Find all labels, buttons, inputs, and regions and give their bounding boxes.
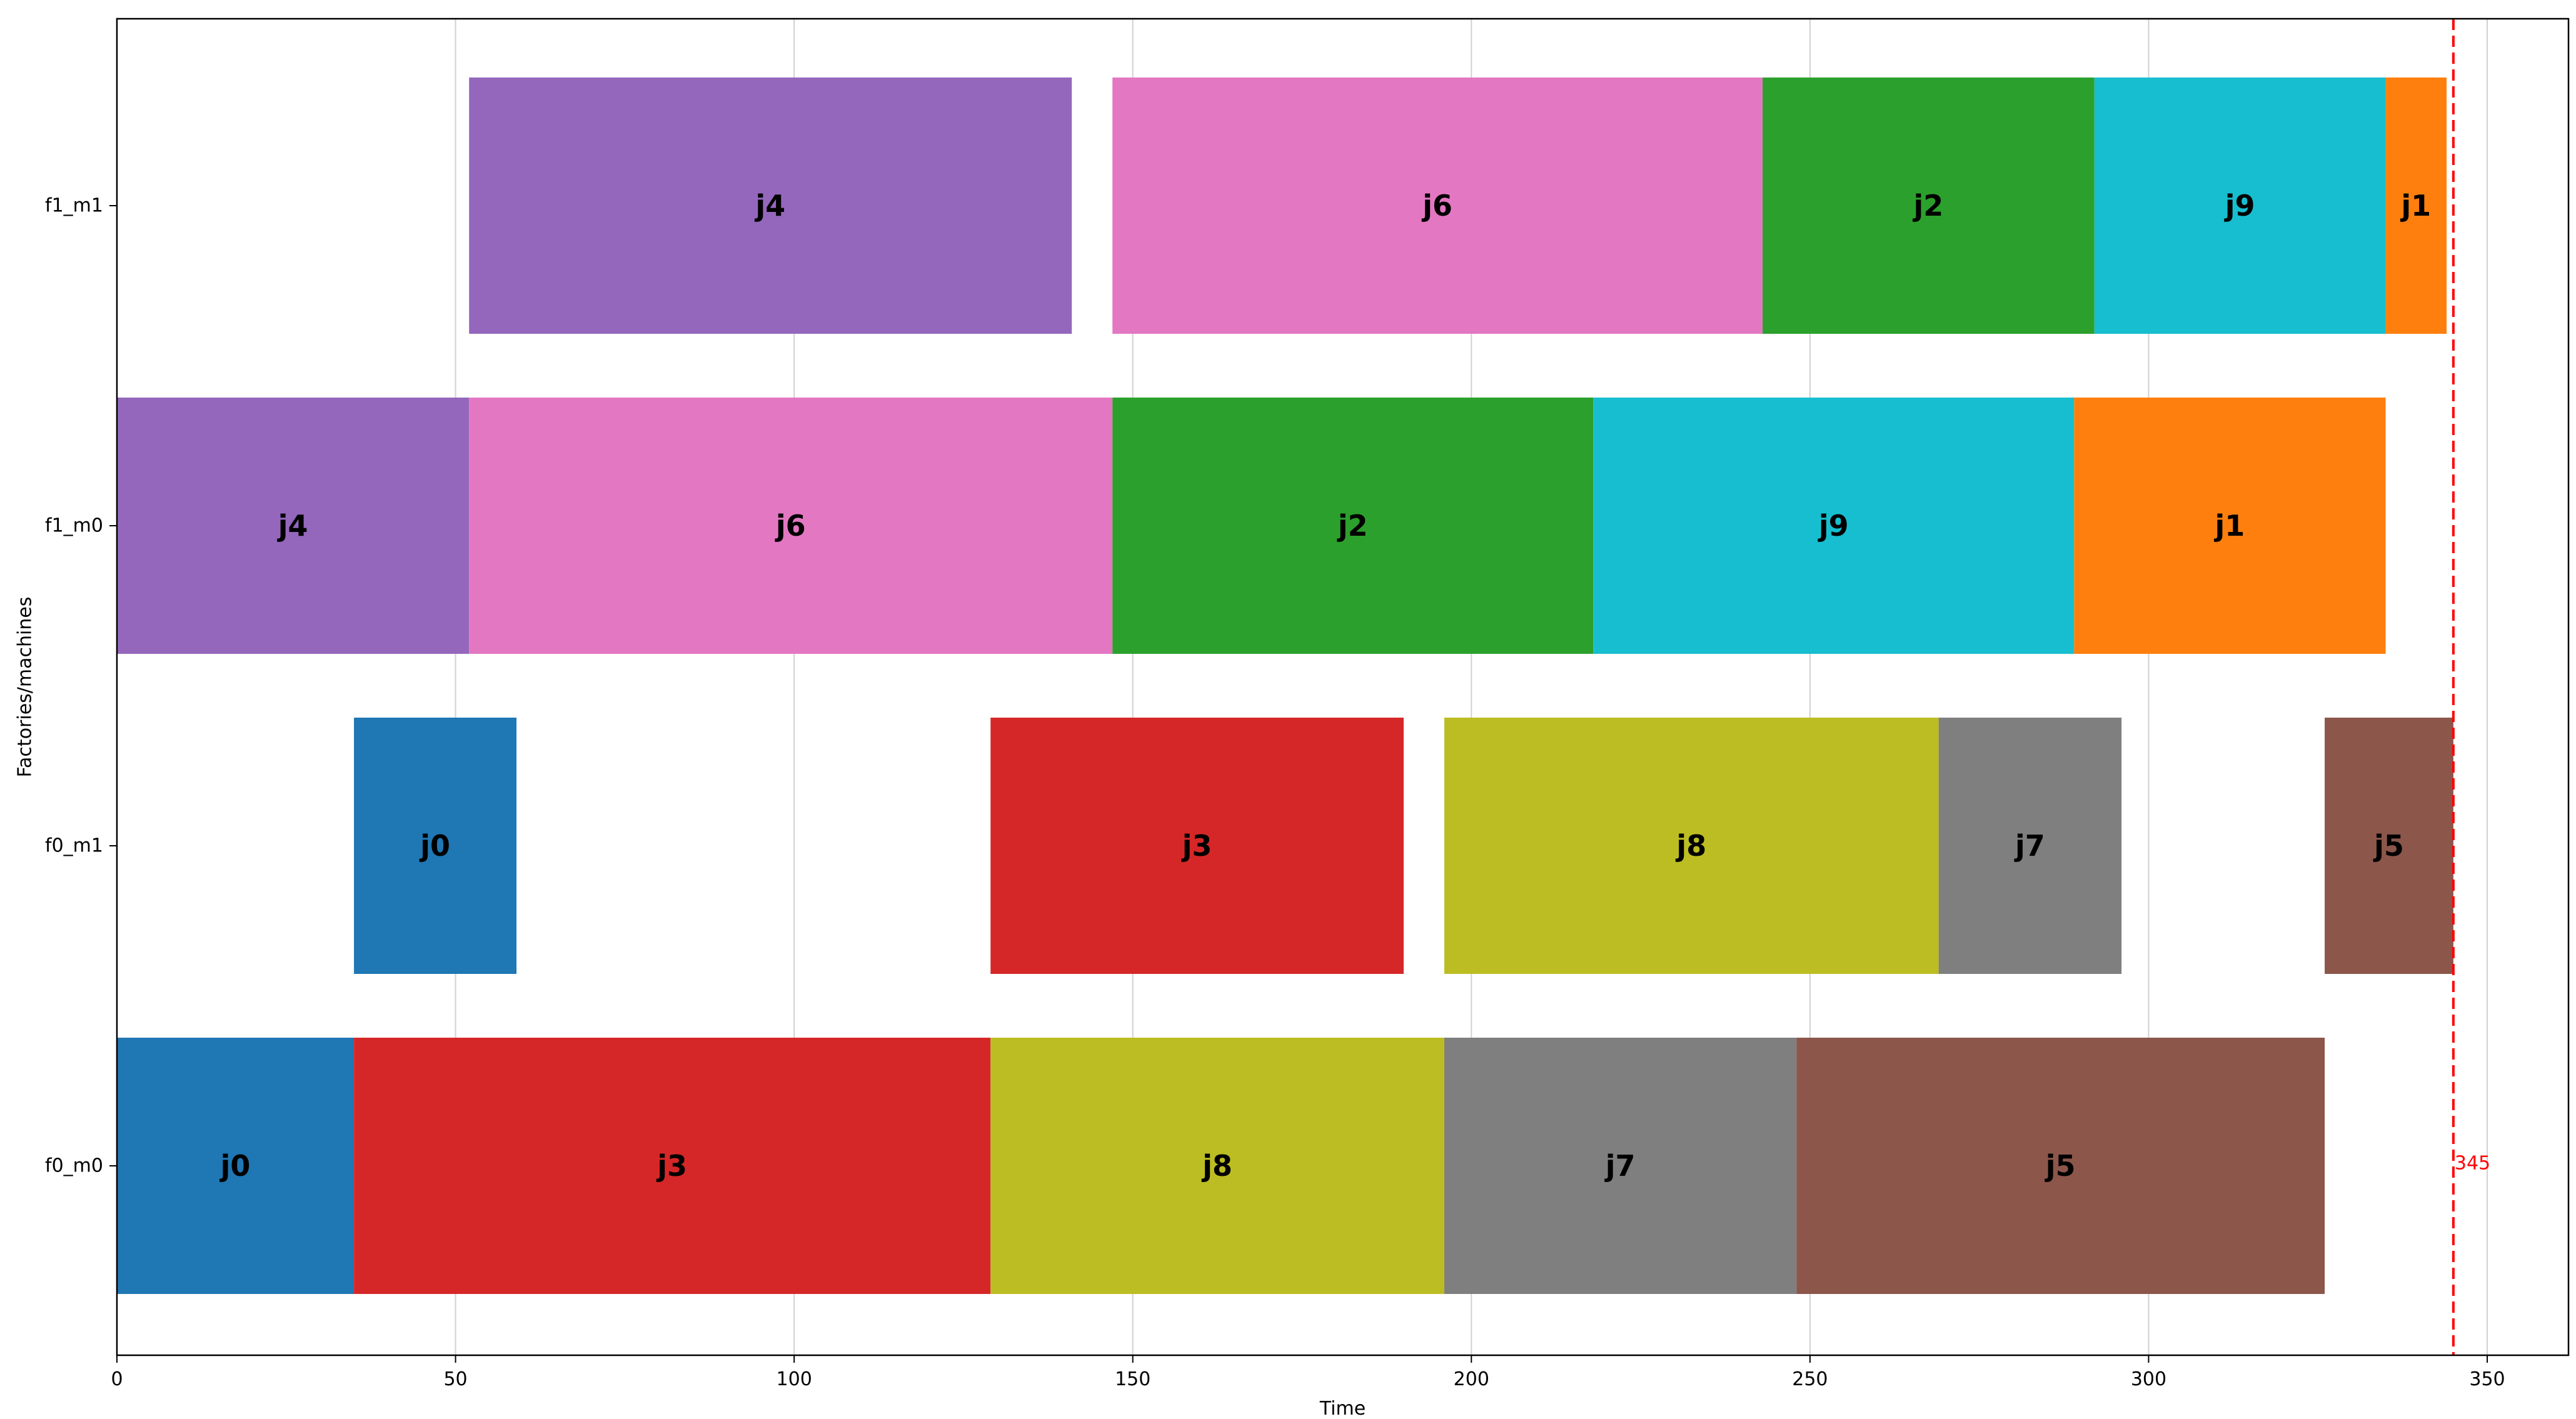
y-axis-label: Factories/machines [14,597,36,778]
x-axis-ticks: 0 50 100 150 200 250 300 350 [111,1355,2505,1390]
task-label-f1_m0-j4: j4 [277,509,308,543]
task-bar-f0_m0-j7 [1444,1038,1797,1294]
task-label-f1_m0-j6: j6 [775,509,806,543]
y-tick-label-f0_m1: f0_m1 [45,835,103,857]
task-bar-f0_m1-j8 [1444,718,1939,974]
task-bar-f1_m0-j9 [1593,398,2075,654]
x-tick-label: 350 [2469,1368,2505,1390]
task-bar-f0_m0-j5 [1796,1038,2325,1294]
x-tick-label: 0 [111,1368,123,1390]
task-bar-f1_m1-j6 [1112,78,1763,334]
y-tick-label-f1_m0: f1_m0 [45,515,103,537]
task-label-f0_m1-j7: j7 [2014,829,2045,863]
task-label-f1_m0-j1: j1 [2214,509,2245,543]
task-label-f1_m1-j1: j1 [2400,189,2431,223]
task-label-f1_m1-j4: j4 [754,189,785,223]
task-bar-f0_m1-j0 [354,718,517,974]
task-bar-f1_m0-j2 [1112,398,1594,654]
task-label-f0_m1-j0: j0 [419,829,450,863]
task-label-f1_m1-j2: j2 [1913,189,1944,223]
task-label-f0_m0-j7: j7 [1604,1149,1636,1183]
x-tick-label: 250 [1792,1368,1828,1390]
x-tick-label: 300 [2131,1368,2166,1390]
task-label-f0_m0-j0: j0 [219,1149,251,1183]
task-label-f0_m1-j8: j8 [1675,829,1706,863]
task-label-f0_m1-j3: j3 [1181,829,1212,863]
task-bar-f1_m0-j6 [469,398,1113,654]
task-bar-f0_m0-j8 [990,1038,1444,1294]
task-label-f1_m1-j6: j6 [1421,189,1452,223]
makespan-label: 345 [2455,1153,2490,1175]
task-bar-f0_m1-j5 [2325,718,2453,974]
task-bar-f1_m0-j1 [2074,398,2386,654]
task-label-f0_m0-j5: j5 [2045,1149,2076,1183]
x-tick-label: 50 [443,1368,467,1390]
task-label-f0_m1-j5: j5 [2373,829,2404,863]
task-label-f0_m0-j8: j8 [1201,1149,1232,1183]
task-bars: j0 j3 j8 j7 j5 j0 j3 j8 j7 j5 j4 j6 j2 j9 j1 j4 j6 j2 j9 j1 [117,78,2453,1294]
x-axis-label: Time [1319,1398,1366,1419]
task-label-f1_m1-j9: j9 [2224,189,2255,223]
x-tick-label: 150 [1115,1368,1150,1390]
makespan-marker: 345 [2452,19,2490,1355]
x-tick-label: 200 [1454,1368,1489,1390]
task-label-f0_m0-j3: j3 [656,1149,687,1183]
task-bar-f1_m0-j4 [117,398,470,654]
plot-frame [116,18,2570,1356]
task-bar-f1_m1-j9 [2094,78,2386,334]
task-bar-f0_m0-j3 [354,1038,991,1294]
y-tick-label-f1_m1: f1_m1 [45,195,103,217]
task-bar-f0_m1-j3 [990,718,1404,974]
task-bar-f1_m1-j1 [2385,78,2447,334]
task-bar-f1_m1-j2 [1763,78,2095,334]
y-axis-ticks: f0_m0 f0_m1 f1_m0 f1_m1 [45,195,117,1177]
x-tick-label: 100 [777,1368,812,1390]
task-label-f1_m0-j9: j9 [1818,509,1849,543]
y-tick-label-f0_m0: f0_m0 [45,1155,103,1177]
task-bar-f0_m0-j0 [117,1038,355,1294]
task-label-f1_m0-j2: j2 [1337,509,1368,543]
task-bar-f1_m1-j4 [469,78,1072,334]
task-bar-f0_m1-j7 [1938,718,2122,974]
